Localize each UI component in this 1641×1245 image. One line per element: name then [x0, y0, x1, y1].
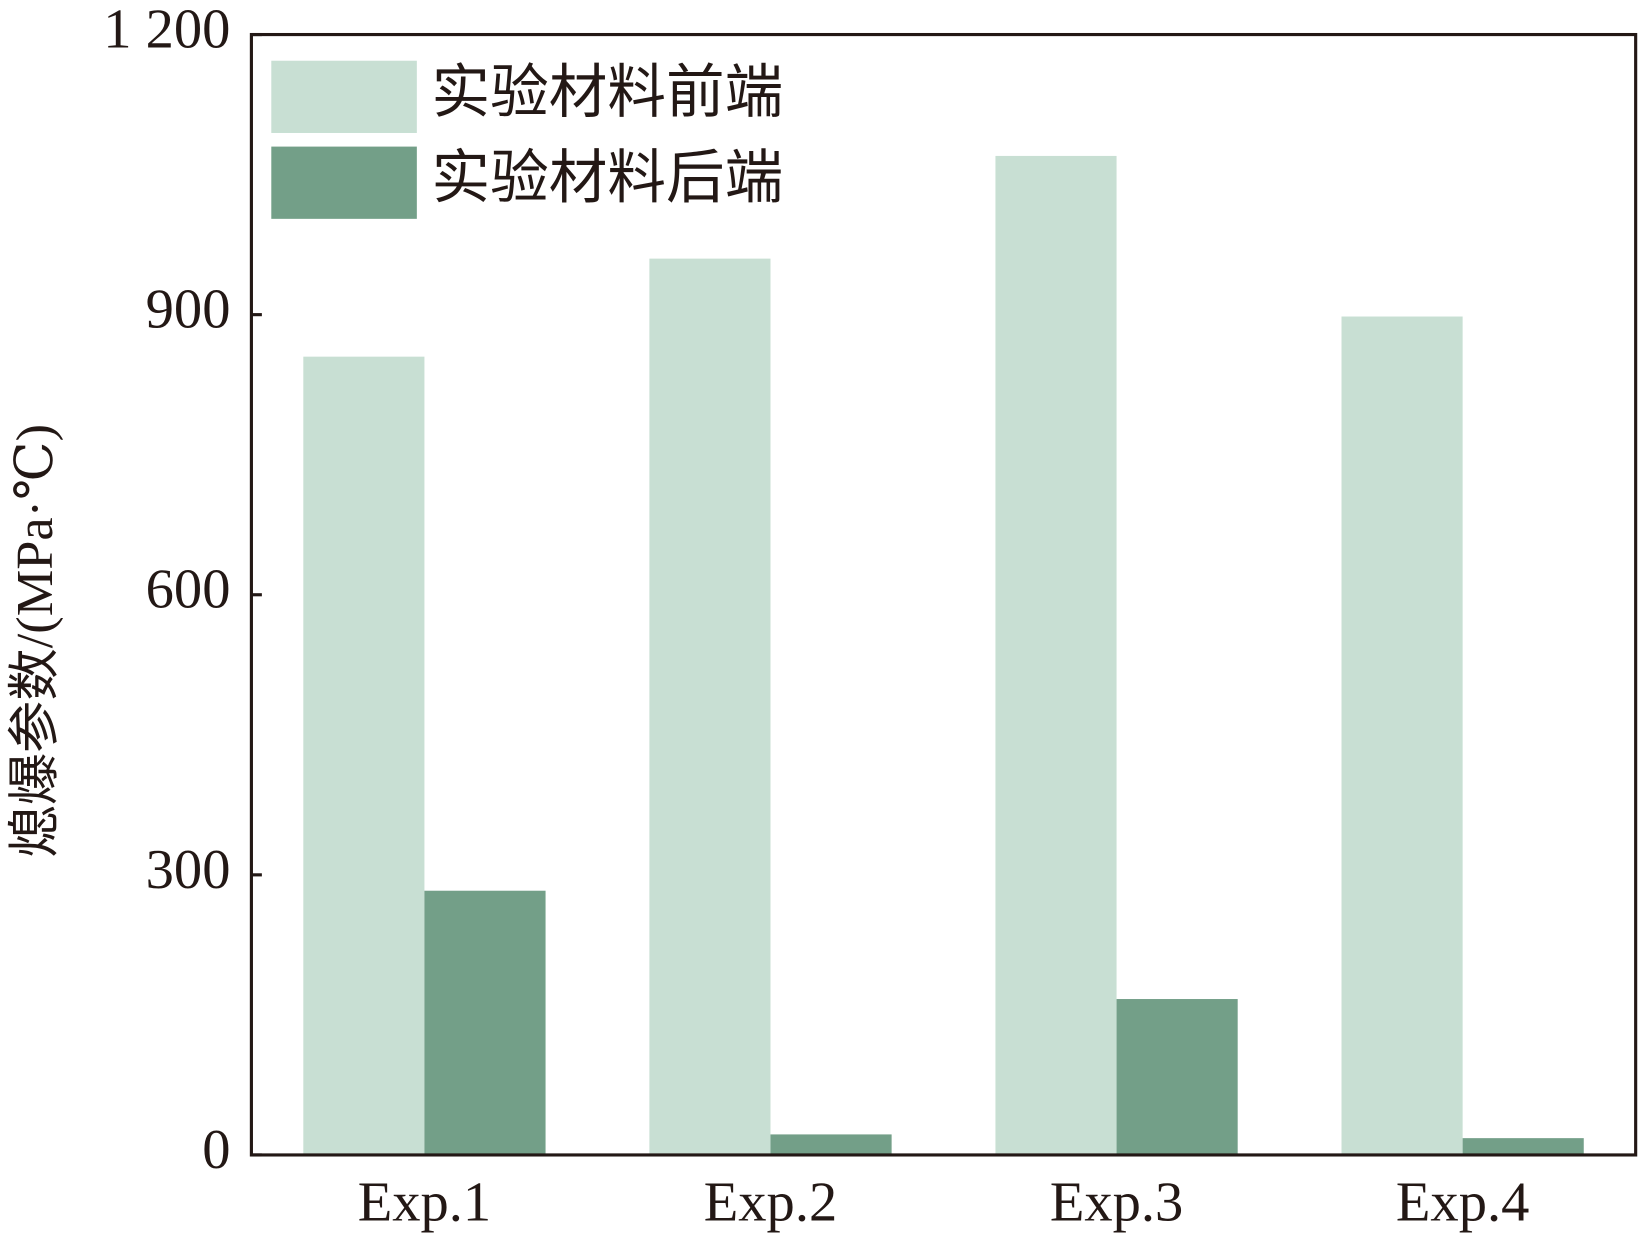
- legend-swatch: [271, 60, 417, 133]
- y-tick-label: 1 200: [103, 0, 230, 61]
- x-tick-label: Exp.2: [704, 1171, 837, 1233]
- bar: [649, 258, 771, 1155]
- bar: [995, 155, 1117, 1155]
- bar: [303, 356, 425, 1155]
- y-tick-label: 300: [146, 839, 231, 901]
- bar: [1462, 1138, 1584, 1155]
- x-tick-label: Exp.3: [1050, 1171, 1183, 1233]
- x-tick-label: Exp.4: [1396, 1171, 1529, 1233]
- y-axis-label: 熄爆参数/(MPa·℃): [6, 424, 64, 858]
- plot-frame: [249, 32, 1638, 1157]
- y-tick-label: 0: [202, 1119, 230, 1181]
- legend-label: 实验材料前端: [432, 60, 784, 125]
- y-tick-label: 900: [146, 279, 231, 341]
- bar: [424, 890, 546, 1155]
- bar: [1341, 316, 1463, 1155]
- legend-label: 实验材料后端: [432, 146, 784, 211]
- x-tick-label: Exp.1: [358, 1171, 491, 1233]
- legend-swatch: [271, 146, 417, 219]
- bar: [1116, 999, 1238, 1155]
- y-tick-label: 600: [146, 559, 231, 621]
- bar: [770, 1134, 892, 1155]
